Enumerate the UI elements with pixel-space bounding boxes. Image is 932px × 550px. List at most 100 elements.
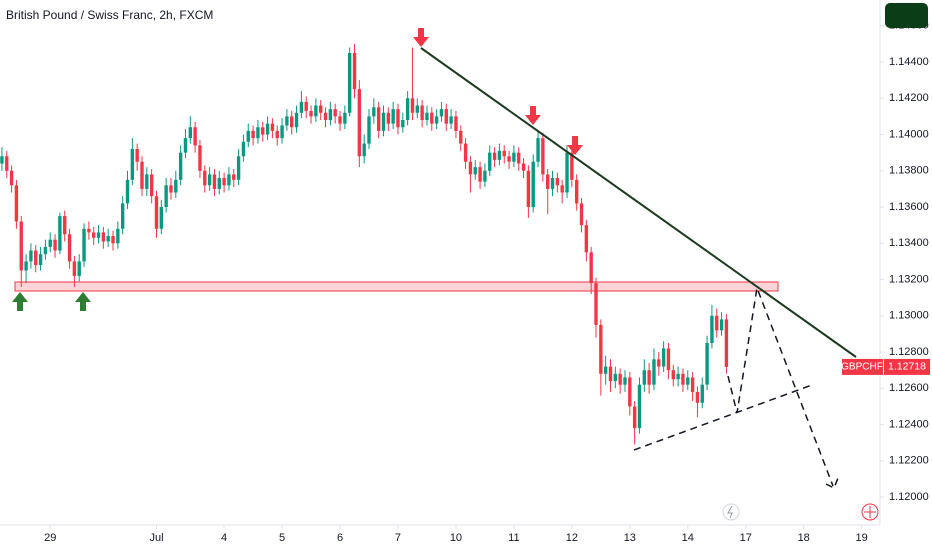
y-tick-label: 1.12800 (889, 346, 929, 358)
candle-body (594, 283, 598, 325)
flag-icon (861, 503, 879, 521)
candle-body (299, 101, 304, 113)
candle-body (174, 179, 178, 193)
arrow-down (525, 106, 541, 125)
candle-body (135, 149, 139, 162)
candle-body (261, 127, 265, 135)
candle-body (488, 152, 492, 171)
candle-body (357, 89, 362, 157)
candle-body (555, 178, 560, 186)
candle-body (536, 138, 540, 162)
candle-body (9, 170, 14, 186)
candle-body (188, 127, 192, 139)
candle-body (116, 228, 120, 244)
candle-body (497, 150, 502, 160)
candle-body (521, 163, 526, 171)
candle-body (77, 261, 81, 276)
candle-body (492, 152, 497, 160)
x-tick-label: 7 (395, 532, 401, 544)
candle-body (280, 125, 284, 139)
x-tick-label: 18 (798, 532, 810, 544)
candle-body (38, 254, 43, 266)
arrow-down (567, 136, 583, 155)
candle-body (270, 123, 275, 131)
candle-body (705, 342, 709, 385)
candle-body (256, 127, 260, 139)
arrow-up (12, 292, 28, 311)
candle-body (686, 377, 690, 385)
candle-body (579, 203, 584, 226)
candle-body (183, 138, 188, 153)
x-tick-label: 4 (221, 532, 227, 544)
y-tick-label: 1.13000 (889, 310, 929, 322)
candle-body (227, 174, 231, 186)
candle-body (430, 112, 434, 124)
y-tick-label: 1.14400 (889, 56, 929, 68)
candle-body (425, 112, 429, 121)
candle-body (478, 167, 482, 182)
y-tick-label: 1.13400 (889, 237, 929, 249)
candle-body (63, 216, 67, 235)
x-tick-label: 14 (682, 532, 694, 544)
symbol-label: GBPCHF (841, 362, 883, 373)
candle-body (34, 250, 38, 266)
candle-body (106, 236, 110, 242)
candle-body (5, 156, 9, 171)
candle-body (608, 366, 613, 382)
candle-body (275, 130, 279, 139)
candle-body (333, 109, 337, 117)
arrows-down (413, 28, 583, 155)
candle-body (67, 234, 72, 262)
candle-body (589, 252, 593, 284)
y-tick-label: 1.12000 (889, 491, 929, 503)
candle-body (130, 149, 135, 180)
candle-body (212, 174, 217, 189)
candle-body (246, 130, 250, 142)
candle-body (328, 109, 333, 121)
candle-body (352, 52, 357, 90)
candle-body (570, 152, 574, 180)
y-tick-label: 1.13800 (889, 165, 929, 177)
y-tick-label: 1.12200 (889, 455, 929, 467)
candle-body (149, 174, 154, 197)
candle-body (401, 120, 405, 128)
candle-body (14, 185, 19, 222)
candle-body (676, 373, 680, 380)
candle-body (671, 370, 675, 380)
candle-body (652, 359, 656, 385)
candle-body (584, 225, 589, 253)
candle-body (309, 110, 313, 117)
candle-body (120, 203, 125, 229)
candle-body (236, 156, 241, 180)
candle-body (159, 207, 164, 229)
support-zone (14, 281, 779, 292)
candle-body (546, 174, 550, 189)
candle-body (661, 348, 666, 367)
candle-body (72, 261, 77, 276)
candle-body (449, 116, 453, 124)
candle-body (396, 109, 400, 128)
candle-body (101, 232, 106, 242)
y-tick-label: 1.12400 (889, 418, 929, 430)
x-tick-label: 29 (44, 532, 56, 544)
candle-body (111, 236, 115, 244)
candle-body (613, 373, 618, 382)
candle-body (405, 98, 410, 121)
candle-body (241, 141, 246, 157)
icons (722, 503, 879, 521)
candle-body (96, 232, 101, 238)
candle-body (24, 261, 28, 271)
button[interactable] (885, 3, 928, 28)
x-tick-label: 6 (337, 532, 343, 544)
candle-body (502, 150, 506, 157)
candle-body (140, 161, 144, 189)
candle-body (657, 359, 661, 367)
candle-body (603, 366, 608, 374)
candle-body (434, 116, 439, 124)
projection-arrow (825, 477, 839, 490)
x-tick-label: 10 (450, 532, 462, 544)
candle-body (459, 130, 463, 144)
candle-body (319, 105, 323, 113)
candle-body (362, 143, 366, 157)
candle-body (285, 116, 289, 126)
